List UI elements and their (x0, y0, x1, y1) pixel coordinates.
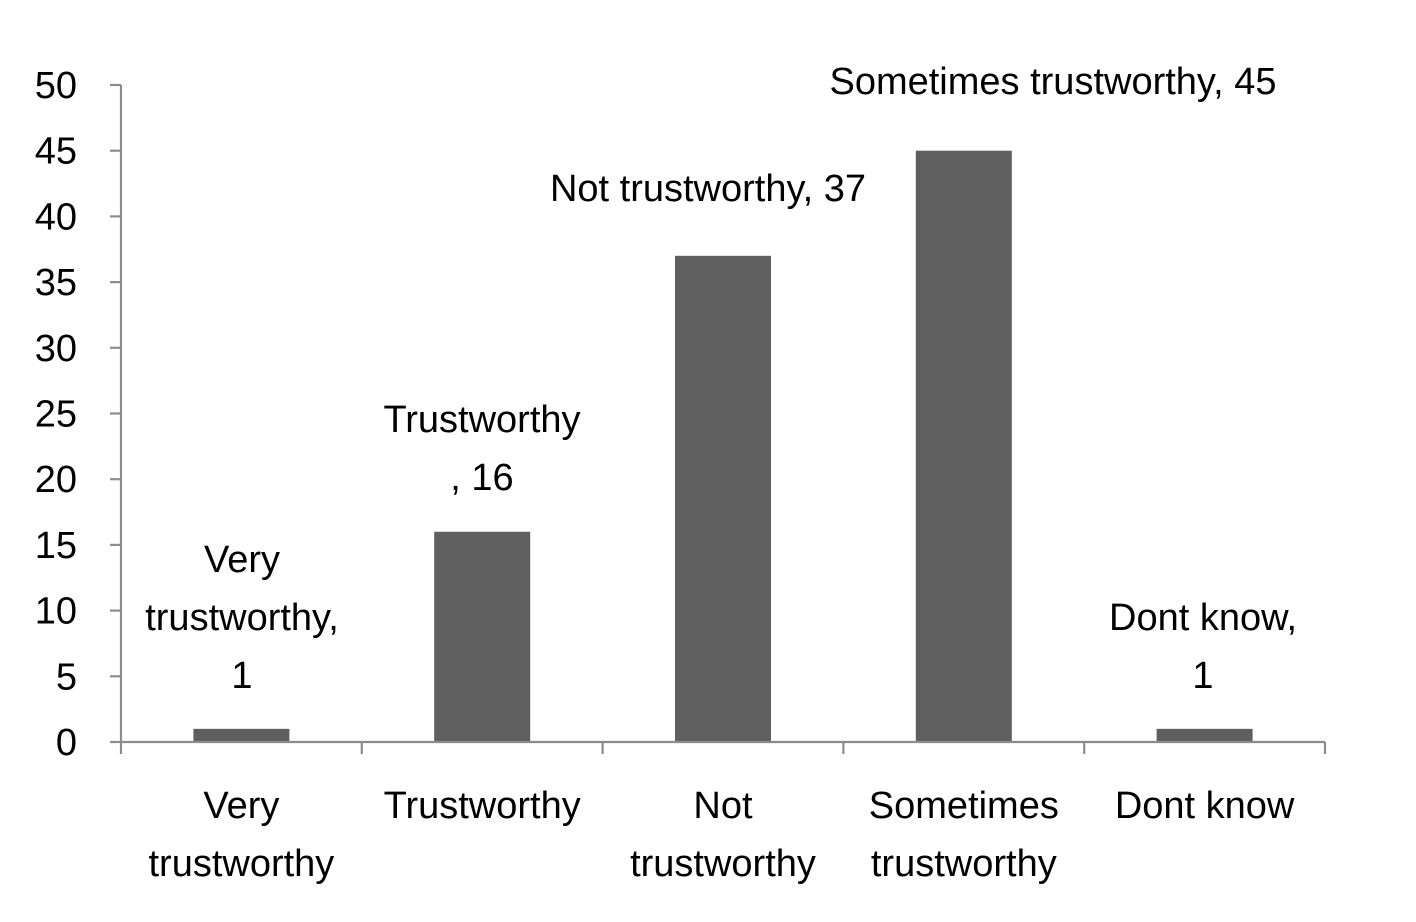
y-tick-label: 30 (35, 328, 77, 370)
category-label-line: Dont know (1115, 785, 1295, 827)
data-label-line: 1 (231, 655, 252, 697)
data-label-line: Sometimes trustworthy, 45 (829, 61, 1276, 103)
data-label-line: 1 (1192, 655, 1213, 697)
category-label-line: Trustworthy (384, 785, 581, 827)
category-label-line: Very (203, 785, 279, 827)
category-label-line: trustworthy (630, 843, 816, 885)
y-axis-ticks: 0 5 10 15 20 25 30 35 40 45 50 (35, 65, 121, 764)
y-tick-label: 25 (35, 394, 77, 436)
y-tick-label: 15 (35, 525, 77, 567)
category-labels: Very trustworthy Trustworthy Not trustworthy… (148, 785, 1294, 885)
x-axis-ticks (119, 742, 1327, 754)
axes (119, 85, 1325, 744)
category-label: Sometimes trustworthy (869, 785, 1059, 885)
data-label: Dont know, 1 (1109, 597, 1297, 697)
category-label: Not trustworthy (630, 785, 816, 885)
y-tick-label: 45 (35, 131, 77, 173)
y-tick-label: 5 (56, 656, 77, 698)
data-label: Very trustworthy, 1 (145, 539, 339, 697)
y-tick-label: 50 (35, 65, 77, 107)
data-label-line: , 16 (450, 457, 513, 499)
category-label-line: Not (693, 785, 753, 827)
category-label: Trustworthy (384, 785, 581, 827)
data-label: Trustworthy , 16 (383, 399, 580, 499)
data-label-line: Trustworthy (383, 399, 580, 441)
bar (675, 255, 771, 742)
bar (915, 150, 1012, 742)
data-label-line: Dont know, (1109, 597, 1297, 639)
category-label-line: trustworthy (148, 843, 334, 885)
category-label-line: Sometimes (869, 785, 1059, 827)
data-label: Not trustworthy, 37 (550, 168, 866, 210)
data-label-line: Not trustworthy, 37 (550, 168, 866, 210)
category-label: Dont know (1115, 785, 1295, 827)
category-label-line: trustworthy (871, 843, 1057, 885)
y-tick-label: 40 (35, 196, 77, 238)
data-labels: Very trustworthy, 1 Trustworthy , 16 Not trus… (145, 61, 1297, 697)
data-label-line: Very (204, 539, 280, 581)
data-label-line: trustworthy, (145, 597, 339, 639)
y-tick-label: 20 (35, 459, 77, 501)
category-label: Very trustworthy (148, 785, 334, 885)
bar (434, 531, 531, 742)
bar (1156, 728, 1253, 742)
y-tick-label: 35 (35, 262, 77, 304)
data-label: Sometimes trustworthy, 45 (829, 61, 1276, 103)
bars (193, 150, 1253, 742)
y-tick-label: 10 (35, 591, 77, 633)
y-tick-label: 0 (56, 722, 77, 764)
bar (193, 728, 290, 742)
